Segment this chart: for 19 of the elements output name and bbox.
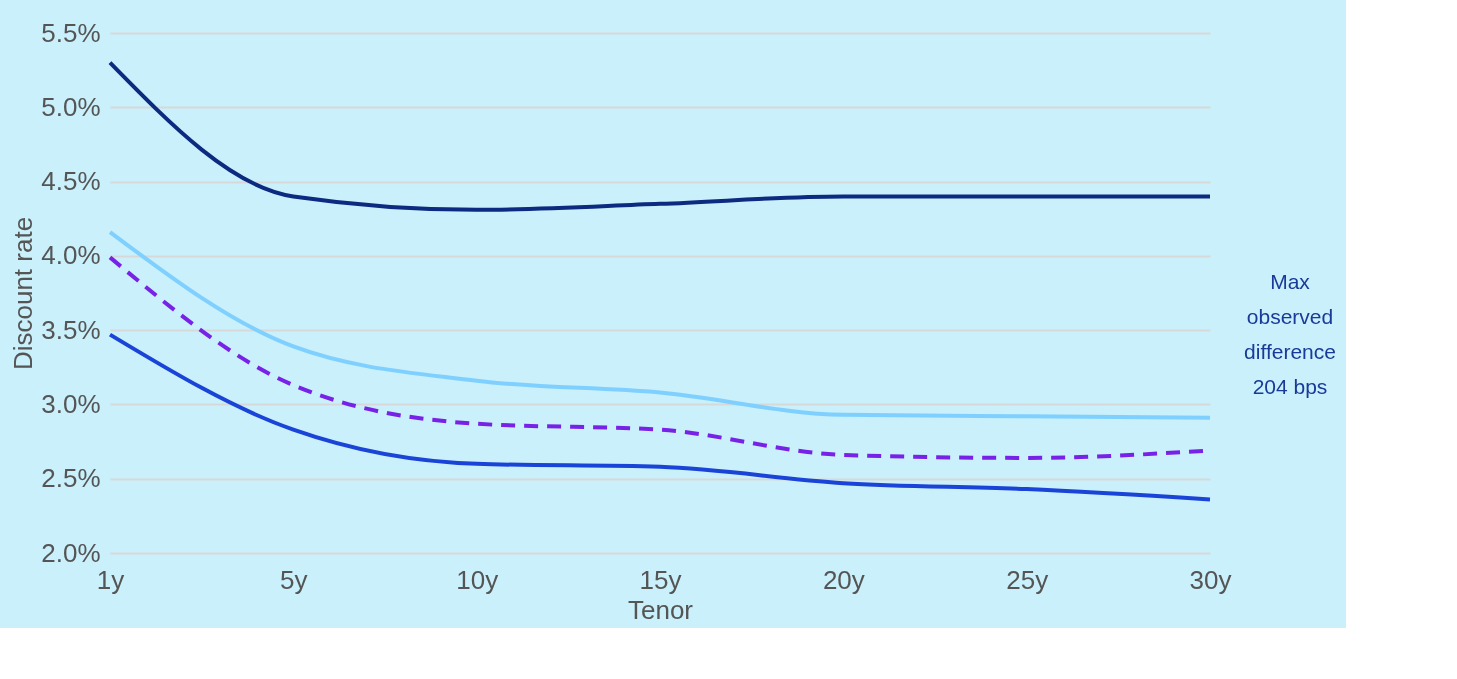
line-series	[108, 60, 1212, 212]
x-tick-label: 20y	[822, 564, 865, 595]
line-series	[108, 230, 1212, 420]
text: Max observed difference 204 bps	[1244, 270, 1336, 398]
y-tick-label: 4.5%	[41, 166, 101, 197]
y-tick-label: 5.5%	[41, 17, 101, 48]
x-tick-label: 25y	[1006, 564, 1049, 595]
x-axis-title: Tenor	[627, 594, 694, 625]
y-tick-label: 5.0%	[41, 91, 101, 122]
y-tick-label: 3.0%	[41, 388, 101, 419]
y-tick-label: 4.0%	[41, 240, 101, 271]
line-series	[108, 332, 1212, 502]
y-tick-label: 3.5%	[41, 314, 101, 345]
x-tick-label: 30y	[1189, 564, 1232, 595]
y-tick-label: 2.5%	[41, 463, 101, 494]
x-tick-label: 10y	[456, 564, 499, 595]
x-tick-label: 5y	[280, 564, 308, 595]
y-axis-title: Discount rate	[8, 216, 39, 371]
x-tick-label: 15y	[639, 564, 682, 595]
